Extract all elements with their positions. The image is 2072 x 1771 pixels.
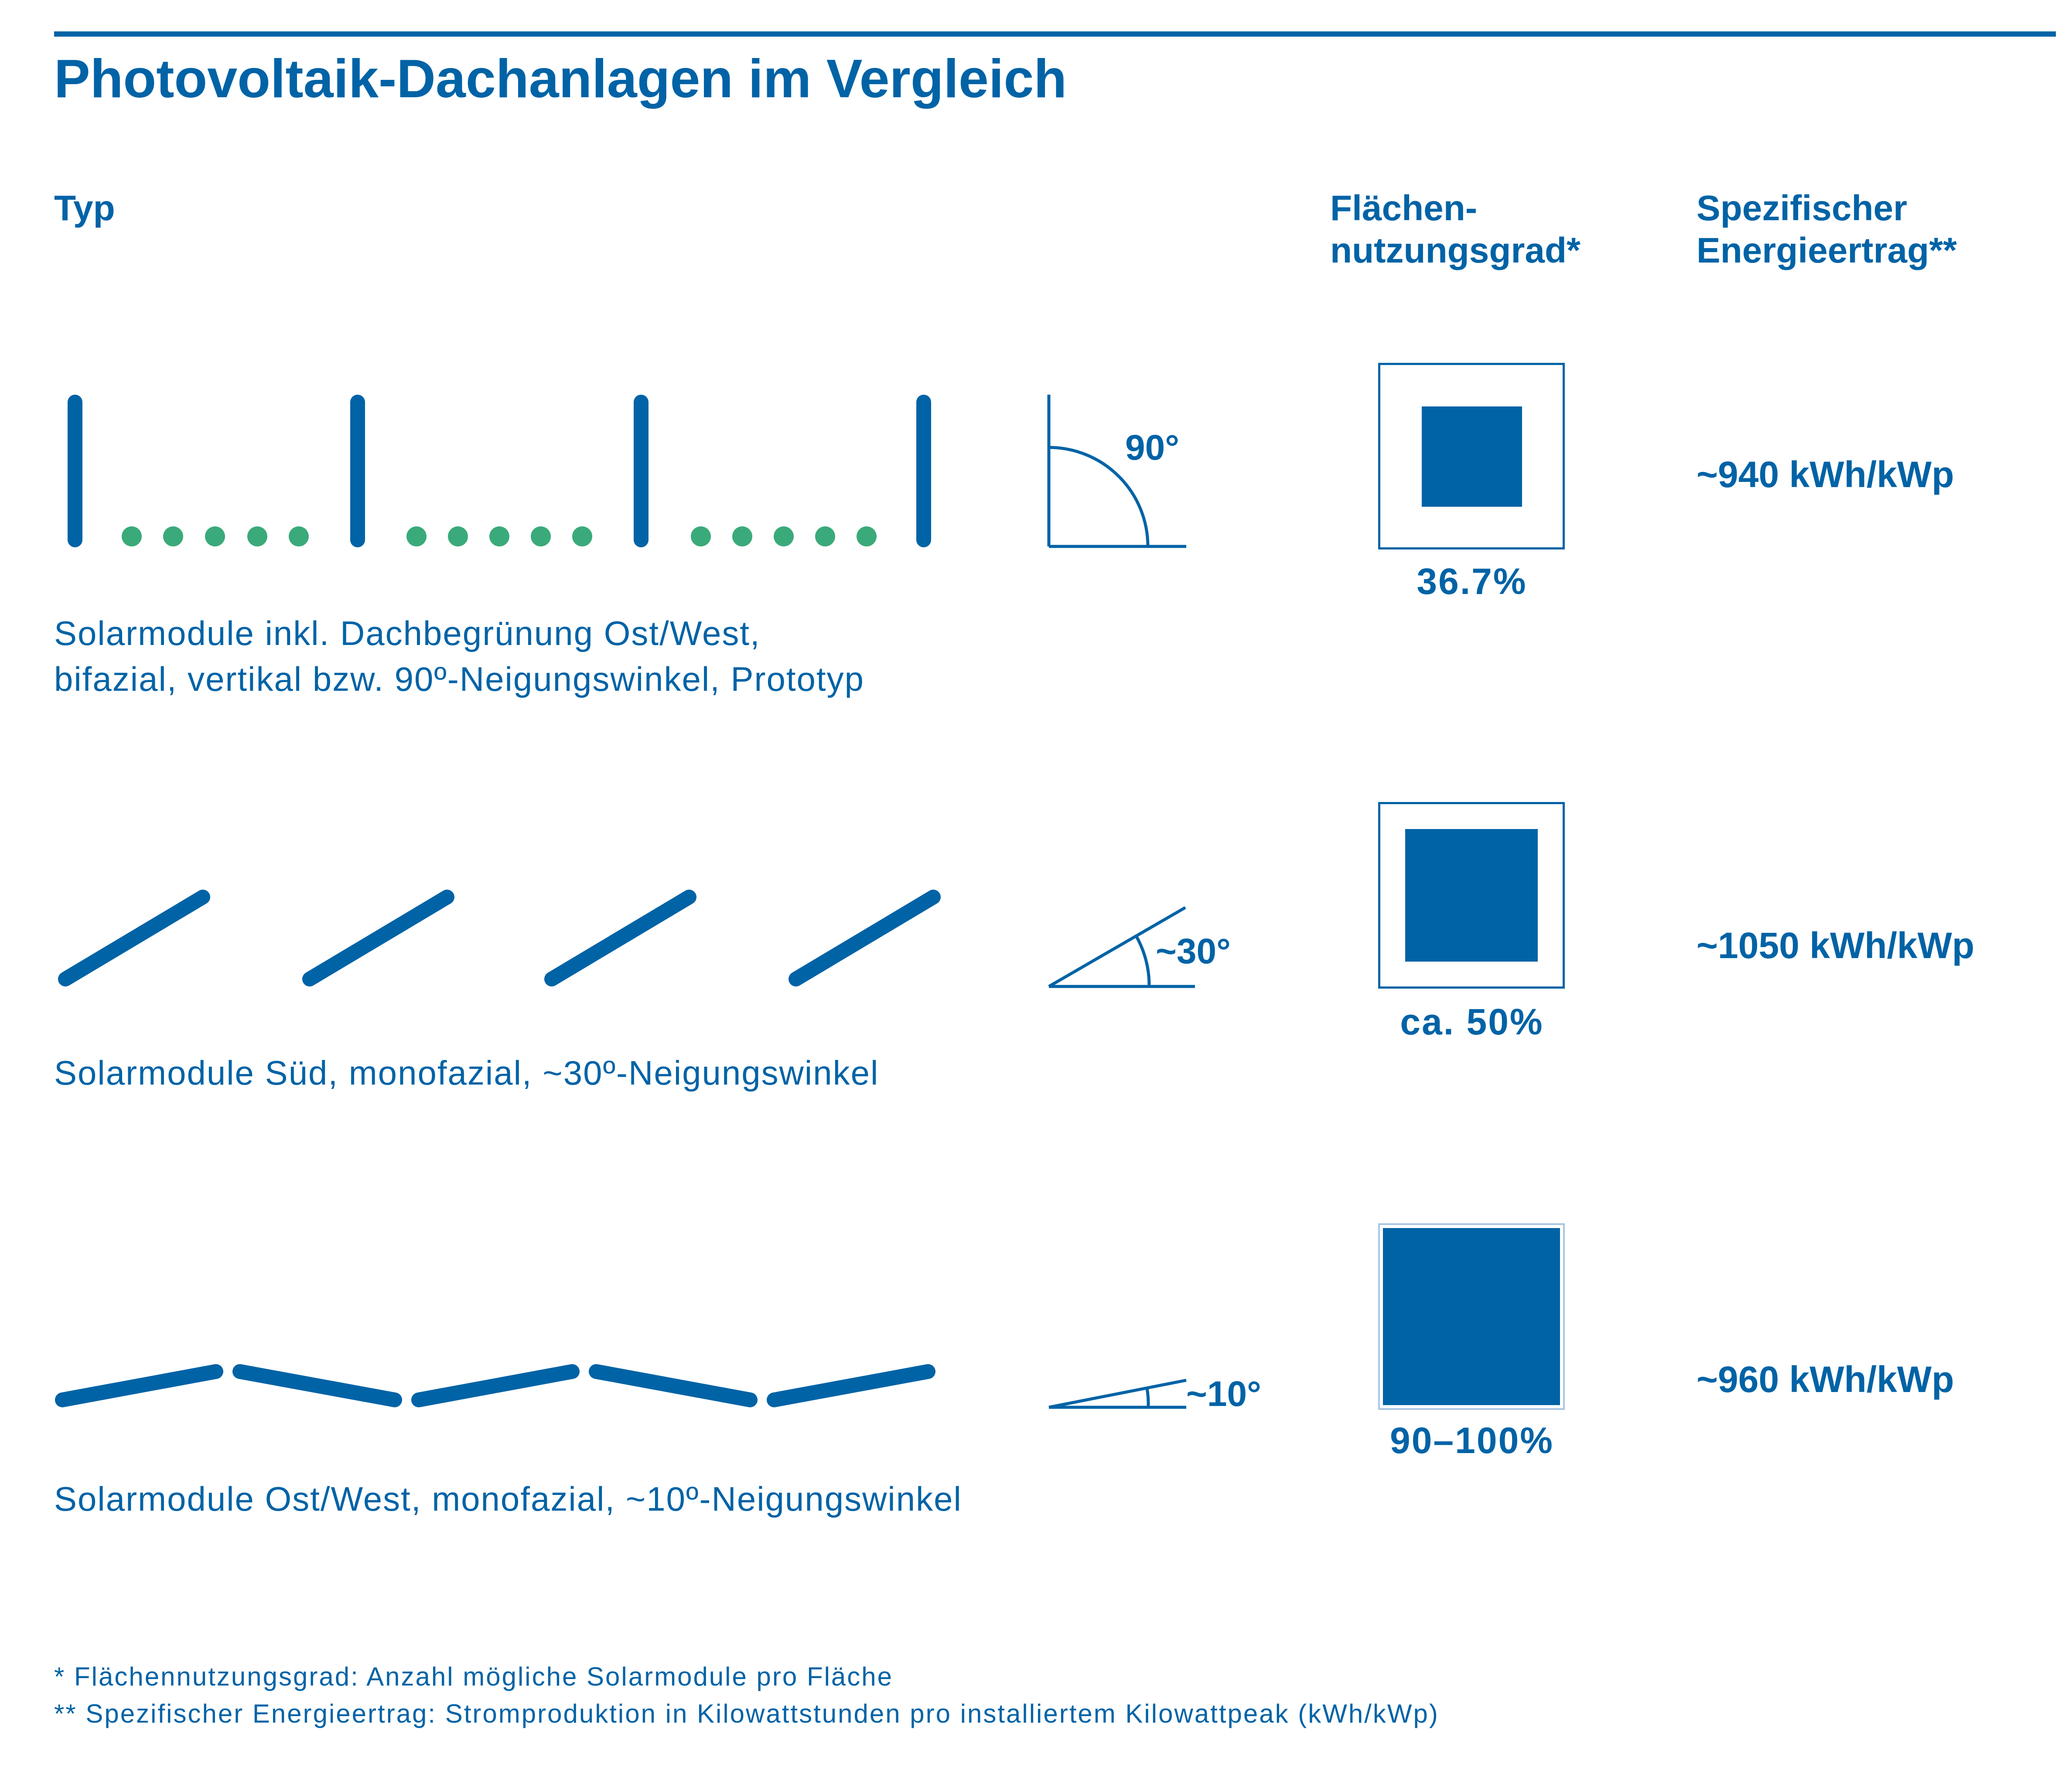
row-2-description: Solarmodule Süd, monofazial, ~30º-Neigun… <box>54 1054 879 1092</box>
area-usage-square-row-1 <box>1378 363 1565 549</box>
column-header-specific-yield: Spezifischer Energieertrag** <box>1697 188 1957 270</box>
angle-diagram-30 <box>1048 906 1195 988</box>
footnote-specific-yield: ** Spezifischer Energieertrag: Stromprod… <box>54 1699 1439 1728</box>
east-west-module <box>232 1364 402 1407</box>
page-title: Photovoltaik-Dachanlagen im Vergleich <box>54 49 1067 109</box>
area-usage-value-row-2: ca. 50% <box>1400 1001 1544 1042</box>
east-west-module <box>411 1364 580 1407</box>
angle-label-90: 90° <box>1125 428 1180 467</box>
angle-label-30: ~30° <box>1156 932 1231 971</box>
tilted-module <box>58 890 210 986</box>
area-usage-fill <box>1422 406 1522 507</box>
tilted-module <box>544 890 696 986</box>
area-usage-value-row-3: 90–100% <box>1390 1420 1554 1461</box>
specific-yield-row-1: ~940 kWh/kWp <box>1697 454 1954 495</box>
specific-yield-row-2: ~1050 kWh/kWp <box>1697 925 1975 966</box>
east-west-module <box>55 1364 223 1407</box>
column-header-area-usage: Flächen- nutzungsgrad* <box>1330 188 1580 270</box>
row-2-tilted-modules <box>58 890 941 986</box>
specific-yield-row-3: ~960 kWh/kWp <box>1697 1359 1954 1400</box>
angle-label-10: ~10° <box>1186 1374 1261 1414</box>
area-usage-fill <box>1405 829 1538 962</box>
column-header-type: Typ <box>54 188 115 228</box>
area-usage-square-row-2 <box>1378 802 1565 989</box>
area-usage-square-row-3 <box>1378 1223 1565 1410</box>
tilted-module <box>789 890 941 986</box>
row-3-description: Solarmodule Ost/West, monofazial, ~10º-N… <box>54 1480 962 1518</box>
roof-greenery-dots <box>122 526 877 546</box>
east-west-module <box>767 1364 935 1407</box>
east-west-module <box>589 1364 758 1407</box>
row-1-vertical-modules <box>68 395 931 547</box>
tilted-module <box>302 890 454 986</box>
area-usage-value-row-1: 36.7% <box>1417 561 1527 602</box>
top-rule <box>54 31 2056 37</box>
angle-diagram-90 <box>1047 395 1186 548</box>
angle-diagram-10 <box>1048 1379 1187 1409</box>
row-3-east-west-modules <box>55 1364 935 1407</box>
row-1-description: Solarmodule inkl. Dachbegrünung Ost/West… <box>54 614 864 698</box>
area-usage-fill <box>1383 1228 1560 1405</box>
footnote-area-usage: * Flächennutzungsgrad: Anzahl mögliche S… <box>54 1662 894 1691</box>
